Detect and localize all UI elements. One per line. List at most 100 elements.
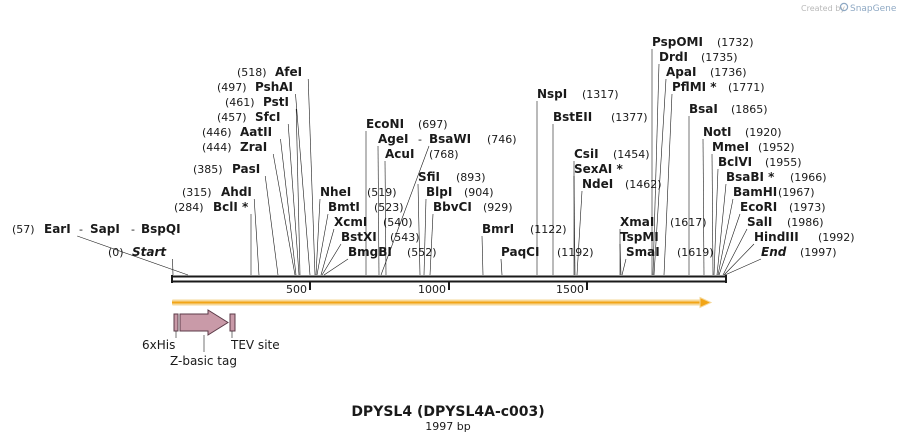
site-position-nheI: (519) bbox=[367, 186, 397, 199]
site-label-bbvCI: BbvCI bbox=[433, 200, 472, 214]
connector-bbvCI bbox=[429, 213, 434, 276]
site-position-zraI: (444) bbox=[202, 141, 232, 154]
site-connectors bbox=[77, 49, 762, 276]
site-label-end: End bbox=[761, 245, 787, 259]
connector-pstI bbox=[295, 108, 301, 276]
connector-bsaWI bbox=[380, 145, 430, 276]
site-position-bmgBI: (552) bbox=[407, 246, 437, 259]
site-position-salI: (1986) bbox=[787, 216, 824, 229]
site-separator-bsaWI: - bbox=[418, 133, 422, 146]
site-position-pasI: (385) bbox=[193, 163, 223, 176]
site-label-bsaI: BsaI bbox=[689, 102, 718, 116]
site-label-earI: EarI bbox=[44, 222, 71, 236]
sequence-backbone: 500 1000 1500 bbox=[171, 275, 727, 296]
site-label-sfiI: SfiI bbox=[418, 170, 440, 184]
connector-sfcI bbox=[287, 123, 300, 276]
tick-label-1000: 1000 bbox=[418, 283, 446, 296]
site-position-bbvCI: (929) bbox=[483, 201, 513, 214]
site-position-xcmI: (540) bbox=[383, 216, 413, 229]
site-position-smaI: (1619) bbox=[677, 246, 714, 259]
site-position-pstI: (461) bbox=[225, 96, 255, 109]
connector-end bbox=[724, 258, 762, 276]
site-position-bclVI: (1955) bbox=[765, 156, 802, 169]
site-label-mmeI: MmeI bbox=[712, 140, 749, 154]
connector-sexAI bbox=[573, 175, 576, 276]
connector-bclVI bbox=[713, 168, 719, 276]
site-position-drdI: (1735) bbox=[701, 51, 738, 64]
site-label-aatII: AatII bbox=[240, 125, 272, 139]
site-position-end: (1997) bbox=[800, 246, 837, 259]
site-label-bmrI: BmrI bbox=[482, 222, 514, 236]
site-label-ageI: AgeI bbox=[378, 132, 408, 146]
site-label-paqCI: PaqCI bbox=[501, 245, 539, 259]
site-position-nspI: (1317) bbox=[582, 88, 619, 101]
created-by-text: Created by bbox=[801, 4, 845, 13]
connector-bamHI bbox=[717, 198, 734, 276]
connector-aatII bbox=[280, 138, 297, 276]
site-position-bamHI: (1967) bbox=[778, 186, 815, 199]
site-label-ndeI: NdeI bbox=[582, 177, 613, 191]
site-position-ahdI: (315) bbox=[182, 186, 212, 199]
site-label-bclI: BclI * bbox=[213, 200, 249, 214]
connector-bmrI bbox=[481, 235, 484, 276]
site-label-zraI: ZraI bbox=[240, 140, 267, 154]
connector-ahdI bbox=[253, 198, 260, 276]
site-label-bsaBI: BsaBI * bbox=[726, 170, 775, 184]
snapgene-logo-icon bbox=[839, 2, 849, 12]
site-position-sfcI: (457) bbox=[217, 111, 247, 124]
feature-label-6xhis: 6xHis bbox=[142, 338, 175, 352]
site-position-sfiI: (893) bbox=[456, 171, 486, 184]
orf-arrowhead bbox=[699, 296, 713, 309]
site-label-bspQI: BspQI bbox=[141, 222, 181, 236]
site-position-earI: (57) bbox=[12, 223, 35, 236]
connector-pshAI bbox=[295, 93, 311, 276]
site-label-drdI: DrdI bbox=[659, 50, 688, 64]
connector-pflMI bbox=[663, 93, 673, 276]
connector-hindIII bbox=[723, 243, 755, 276]
his-tag-feature bbox=[173, 313, 179, 332]
site-label-tspMI: TspMI bbox=[620, 230, 659, 244]
snapgene-brand: SnapGene bbox=[850, 4, 897, 14]
site-position-bmrI: (1122) bbox=[530, 223, 567, 236]
site-label-pstI: PstI bbox=[263, 95, 289, 109]
site-label-ecoRI: EcoRI bbox=[740, 200, 777, 214]
connector-smaI bbox=[621, 258, 627, 276]
orf-body bbox=[172, 301, 702, 304]
site-label-pshAI: PshAI bbox=[255, 80, 293, 94]
tev-site-feature bbox=[229, 313, 236, 332]
connector-earI bbox=[77, 235, 189, 276]
site-position-blpI: (904) bbox=[464, 186, 494, 199]
site-label-salI: SalI bbox=[747, 215, 772, 229]
site-position-ndeI: (1462) bbox=[625, 178, 662, 191]
connector-tspMI bbox=[619, 243, 622, 276]
site-position-bsaI: (1865) bbox=[731, 103, 768, 116]
site-label-pflMI: PflMI * bbox=[672, 80, 717, 94]
connector-start bbox=[172, 258, 174, 276]
site-label-nheI: NheI bbox=[320, 185, 351, 199]
site-position-bmtI: (523) bbox=[374, 201, 404, 214]
site-label-start: Start bbox=[132, 245, 167, 259]
connector-bstXI bbox=[321, 243, 342, 276]
connector-bmgBI bbox=[323, 258, 349, 276]
connector-pasI bbox=[264, 175, 279, 276]
site-position-mmeI: (1952) bbox=[758, 141, 795, 154]
site-position-acuI: (768) bbox=[429, 148, 459, 161]
site-position-ecoRI: (1973) bbox=[789, 201, 826, 214]
site-separator-sapI: - bbox=[79, 223, 83, 236]
connector-zraI bbox=[272, 153, 296, 276]
site-label-sapI: SapI bbox=[90, 222, 120, 236]
site-label-sfcI: SfcI bbox=[255, 110, 280, 124]
z-basic-arrow bbox=[179, 309, 229, 336]
feature-label-z-basic: Z-basic tag bbox=[170, 354, 237, 368]
connector-apaI bbox=[653, 78, 667, 276]
tick-label-500: 500 bbox=[286, 283, 307, 296]
site-label-acuI: AcuI bbox=[385, 147, 414, 161]
restriction-site-labels: Start(0)EarI(57) SapI- BspQI-BclI *(284)Ah… bbox=[12, 35, 855, 259]
feature-label-tev: TEV site bbox=[230, 338, 280, 352]
feature-track: 6xHis Z-basic tag TEV site bbox=[142, 309, 280, 368]
site-position-hindIII: (1992) bbox=[818, 231, 855, 244]
site-position-ecoNI: (697) bbox=[418, 118, 448, 131]
connector-sfiI bbox=[417, 183, 421, 276]
orf-arrow bbox=[172, 296, 713, 309]
